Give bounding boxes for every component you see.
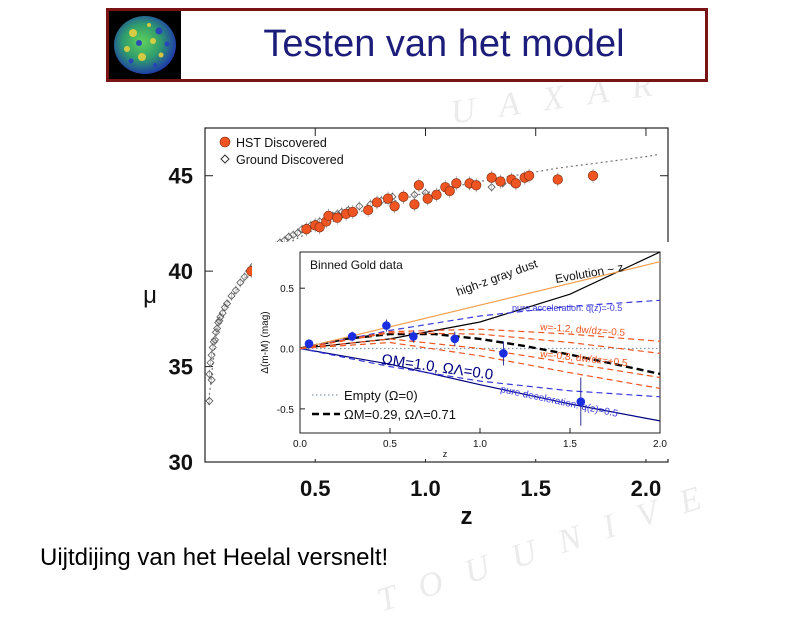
ground-discovered-point <box>289 230 298 239</box>
y-axis-label: μ <box>143 282 157 309</box>
hst-discovered-point <box>323 210 334 221</box>
x-axis-label: z <box>461 503 473 530</box>
hst-discovered-point <box>510 178 521 189</box>
binned-gold-point <box>450 334 460 344</box>
legend-label: Ground Discovered <box>236 153 344 167</box>
ground-discovered-point <box>213 324 222 333</box>
ground-discovered-point <box>487 183 496 192</box>
hst-discovered-point <box>363 204 374 216</box>
legend-marker-hst <box>219 136 231 148</box>
slide-title: Testen van het model <box>263 23 625 65</box>
hst-discovered-point <box>347 206 358 218</box>
inset-plot: 0.0 0.5 1.0 1.5 2.0 0.5 0.0 -0.5 z Δ(m-M) (mag) Bi… <box>252 242 674 459</box>
binned-gold-point <box>347 332 357 341</box>
inset-x-tick-label: 2.0 <box>653 439 667 450</box>
hubble-diagram-chart: 0.5 1.0 1.5 2.0 30 35 40 45 z μ HST Discovered Grou… <box>143 127 674 530</box>
binned-gold-point <box>304 339 314 349</box>
hst-discovered-point <box>552 174 563 185</box>
inset-x-tick-label: 1.5 <box>563 439 577 450</box>
y-tick-label: 35 <box>169 355 193 380</box>
binned-gold-point <box>576 397 586 406</box>
legend-marker-ground <box>220 154 230 164</box>
y-tick-label: 40 <box>169 259 193 284</box>
binned-gold-point <box>382 321 391 330</box>
inset-x-tick-label: 1.0 <box>473 439 487 450</box>
hst-discovered-point <box>332 212 343 223</box>
x-tick-label: 1.5 <box>520 476 551 501</box>
annotation-label: pure acceleration: q(z)=-0.5 <box>512 303 622 313</box>
binned-gold-point <box>409 332 418 341</box>
hst-discovered-point <box>471 180 482 191</box>
hst-discovered-point <box>409 199 420 210</box>
hst-discovered-point <box>495 176 506 187</box>
hst-discovered-point <box>382 193 394 204</box>
inset-y-axis-label: Δ(m-M) (mag) <box>260 311 271 373</box>
hst-discovered-point <box>398 191 409 202</box>
title-banner: Testen van het model <box>106 8 708 82</box>
inset-title: Binned Gold data <box>310 258 403 272</box>
ground-discovered-point <box>240 272 249 281</box>
binned-gold-point <box>499 349 508 358</box>
ground-discovered-point <box>206 358 215 367</box>
hst-discovered-point <box>451 178 462 189</box>
y-tick-label: 30 <box>169 450 193 475</box>
inset-model-line <box>299 332 661 354</box>
inset-model-line <box>299 341 661 389</box>
inset-y-tick-label: 0.0 <box>280 345 294 356</box>
hst-discovered-point <box>301 224 312 235</box>
ground-discovered-point <box>210 335 219 344</box>
hst-discovered-point <box>587 170 599 181</box>
slide-caption: Uijtdijing van het Heelal versnelt! <box>40 544 389 571</box>
ground-discovered-point <box>236 278 245 287</box>
hst-discovered-point <box>314 222 325 233</box>
inset-x-tick-label: 0.5 <box>383 439 397 450</box>
cmb-sky-map-icon <box>109 11 181 79</box>
legend-label: HST Discovered <box>236 136 327 150</box>
hst-discovered-point <box>431 189 442 200</box>
hst-discovered-point <box>486 172 497 183</box>
inset-model-line <box>299 261 661 350</box>
ground-discovered-point <box>231 286 240 295</box>
y-tick-label: 45 <box>169 164 193 189</box>
hst-discovered-point <box>371 197 383 208</box>
ground-discovered-point <box>222 299 232 308</box>
hst-discovered-point <box>444 185 455 197</box>
inset-y-tick-label: -0.5 <box>277 405 295 416</box>
inset-x-axis-label: z <box>443 449 448 459</box>
inset-x-tick-label: 0.0 <box>293 439 307 450</box>
ground-discovered-point <box>227 291 236 301</box>
hst-discovered-point <box>389 201 400 212</box>
ground-discovered-point <box>209 337 218 346</box>
inset-model-line <box>299 338 661 379</box>
inset-legend-label: Empty (Ω=0) <box>344 388 418 403</box>
ground-discovered-point <box>208 343 217 352</box>
ground-discovered-point <box>205 396 214 405</box>
hst-discovered-point <box>523 170 535 181</box>
ground-discovered-point <box>293 228 302 238</box>
inset-y-tick-label: 0.5 <box>280 284 294 295</box>
hst-discovered-point <box>422 193 433 204</box>
x-tick-label: 0.5 <box>300 476 331 501</box>
ground-discovered-point <box>207 375 216 384</box>
ground-discovered-point <box>205 370 214 379</box>
inset-model-line <box>299 347 661 422</box>
ground-discovered-point <box>284 232 293 241</box>
ground-discovered-point <box>207 351 216 360</box>
x-tick-label: 1.0 <box>410 476 441 501</box>
inset-legend-label: ΩM=0.29, ΩΛ=0.71 <box>344 407 456 422</box>
inset-model-line <box>299 299 661 350</box>
inset-model-line <box>299 328 661 350</box>
ground-discovered-point <box>355 202 364 211</box>
x-tick-label: 2.0 <box>631 476 662 501</box>
hst-discovered-point <box>413 180 424 191</box>
inset-model-line <box>299 347 661 398</box>
